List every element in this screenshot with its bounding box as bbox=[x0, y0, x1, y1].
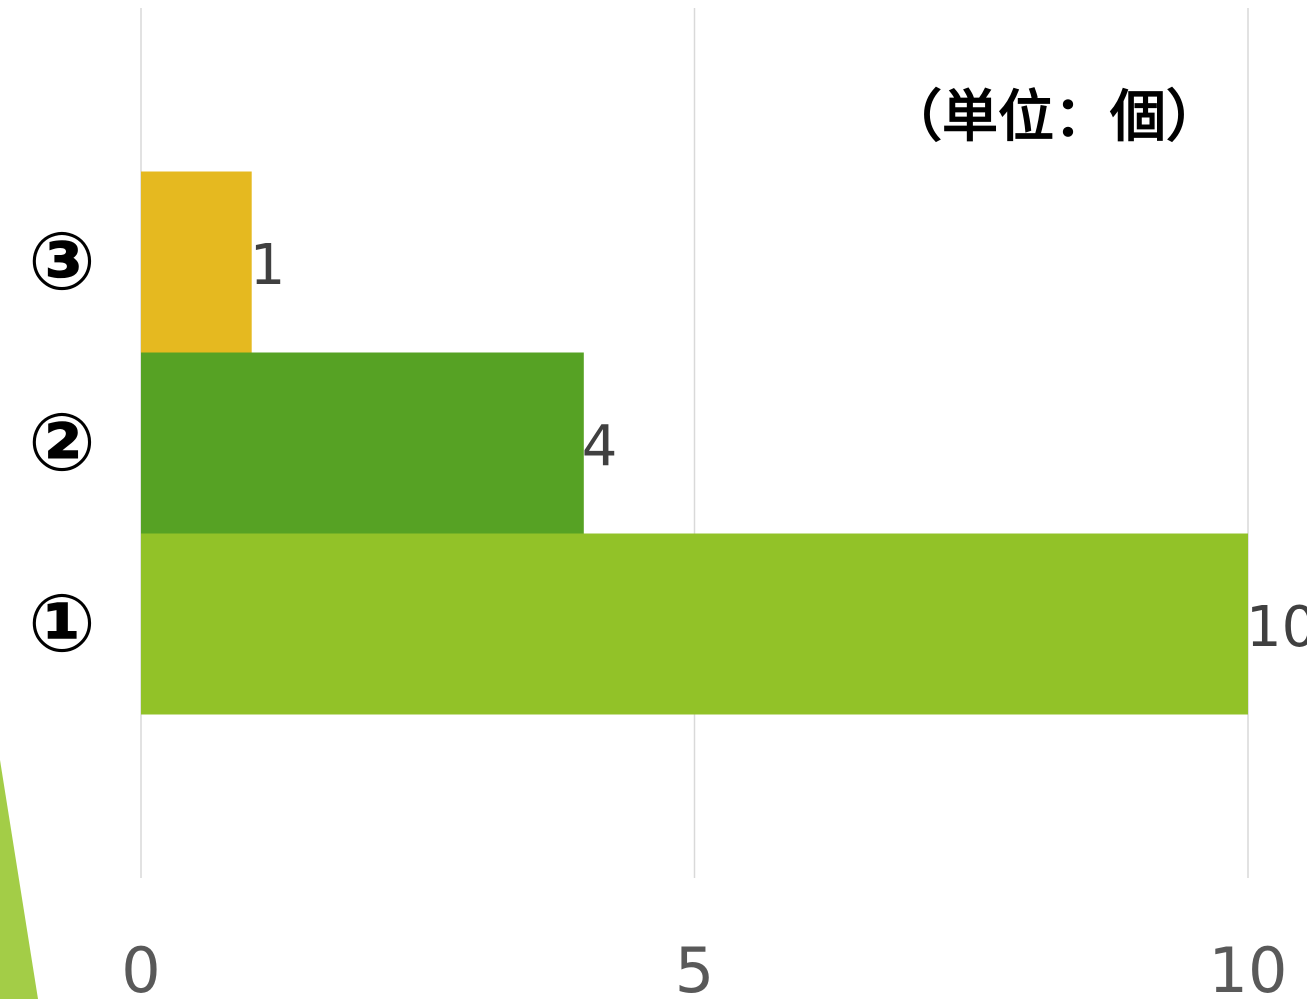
bar bbox=[141, 171, 252, 353]
bars bbox=[141, 171, 1248, 715]
x-tick-label: 10 bbox=[1209, 934, 1288, 999]
bar bbox=[141, 352, 584, 534]
x-tick-label: 0 bbox=[121, 934, 160, 999]
category-labels: ① ② ③ bbox=[28, 215, 96, 670]
bar bbox=[141, 533, 1248, 715]
x-tick-label: 5 bbox=[675, 934, 714, 999]
data-label: 10 bbox=[1246, 595, 1307, 660]
data-label: 1 bbox=[250, 233, 286, 298]
category-label: ① bbox=[28, 577, 96, 670]
data-labels: 10 4 1 bbox=[250, 233, 1307, 660]
unit-label: （単位：個） bbox=[886, 85, 1222, 150]
decorative-triangle bbox=[0, 760, 38, 999]
x-tick-labels: 0 5 10 bbox=[121, 934, 1288, 1004]
category-label: ② bbox=[28, 396, 96, 489]
data-label: 4 bbox=[582, 414, 618, 479]
category-label: ③ bbox=[28, 215, 96, 308]
